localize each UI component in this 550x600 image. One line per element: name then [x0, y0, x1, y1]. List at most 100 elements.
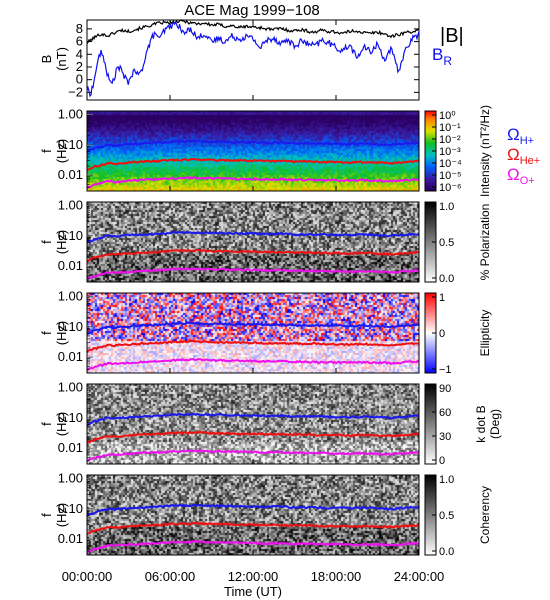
ellipticity-panel: 1.00 0.10 0.01 f (Hz) 1 0 −1 Ellipticity — [39, 288, 492, 376]
omega-he-line — [86, 248, 420, 263]
omega-legend: ΩH+ ΩHe+ ΩO+ — [507, 125, 540, 187]
coherency-ylabel-line2: (Hz) — [54, 503, 69, 528]
colorbar-tick-label: 10⁻³ — [439, 146, 461, 158]
intensity-ylabel-line2: (Hz) — [54, 139, 69, 164]
time-axis: 00:00:00 06:00:00 12:00:00 18:00:00 24:0… — [62, 569, 445, 599]
legend-omega-o: ΩO+ — [507, 165, 535, 187]
colorbar-tick-label: 1.0 — [439, 474, 454, 486]
omega-h-line — [86, 503, 420, 517]
omega-h-line — [86, 230, 420, 244]
y-tick-label: 8 — [76, 21, 83, 36]
coherency-panel: 1.00 0.10 0.01 f (Hz) 1.0 0.5 0.0 Coherency — [39, 470, 492, 558]
colorbar-tick-label: 10⁻⁶ — [439, 182, 462, 194]
omega-o-line — [86, 539, 420, 554]
k-dot-b-colorbar-label-line1: k dot B — [474, 405, 488, 442]
colorbar-tick-label: 10⁻⁴ — [439, 158, 462, 170]
intensity-panel: 1.00 0.10 0.01 f (Hz) 10⁰10⁻¹10⁻²10⁻³10⁻⁴10⁻⁵… — [39, 105, 492, 197]
omega-he-line — [86, 339, 420, 353]
omega-o-line — [86, 176, 420, 190]
colorbar-tick-label: 10⁻¹ — [439, 122, 461, 134]
colorbar-tick-label: 0.5 — [439, 510, 454, 522]
omega-h-line — [86, 321, 420, 335]
polarization-panel: 1.00 0.10 0.01 f (Hz) 1.0 0.5 0.0 % Polarization — [39, 197, 492, 285]
k-dot-b-ylabel-line2: (Hz) — [54, 412, 69, 437]
spectrogram-panels: 1.000.100.01f (Hz)10⁰10⁻¹10⁻²10⁻³10⁻⁴10⁻⁵… — [39, 105, 502, 558]
legend-b-total: |B| — [440, 25, 464, 47]
k-dot-b-colorbar-label-line2: (Deg) — [488, 409, 502, 439]
colorbar-tick-label: −1 — [439, 364, 452, 376]
colorbar-tick-label: 10⁻² — [439, 134, 461, 146]
x-tick-label: 18:00:00 — [311, 569, 362, 584]
legend-omega-he: ΩHe+ — [507, 145, 540, 167]
intensity-spectrogram — [87, 111, 419, 191]
y-tick-label: 0.10 — [58, 319, 83, 334]
k-dot-b-ylabel-line1: f — [39, 422, 54, 426]
ellipticity-colorbar-label: Ellipticity — [478, 310, 492, 357]
colorbar-tick-label: 1 — [439, 292, 445, 304]
x-tick-label: 06:00:00 — [145, 569, 196, 584]
coherency-ylabel-line1: f — [39, 513, 54, 517]
x-tick-label: 00:00:00 — [62, 569, 113, 584]
magnetic-field-ylabel-line1: B — [39, 55, 54, 64]
coherency-colorbar-label: Coherency — [478, 486, 492, 544]
intensity-ylabel-line1: f — [39, 149, 54, 153]
colorbar-tick-label: 0 — [439, 328, 445, 340]
colorbar-tick-label: 1.0 — [439, 201, 454, 213]
omega-h-line — [86, 412, 420, 426]
x-tick-label: 24:00:00 — [394, 569, 445, 584]
y-tick-label: 0.01 — [58, 349, 83, 364]
colorbar-tick-label: 60 — [439, 407, 451, 419]
omega-he-line — [86, 157, 420, 172]
omega-he-line — [86, 430, 420, 444]
magnetic-field-ylabel-line2: (nT) — [54, 47, 69, 71]
polarization-ylabel-line2: (Hz) — [54, 230, 69, 255]
y-tick-label: 6 — [76, 34, 83, 49]
y-tick-label: 1.00 — [58, 197, 83, 212]
k-dot-b-panel: 1.00 0.10 0.01 f (Hz) 90 60 30 0 k dot B (Deg) — [39, 379, 502, 467]
y-tick-label: 0.10 — [58, 137, 83, 152]
k-dot-b-spectrogram — [87, 384, 419, 464]
y-tick-label: 1.00 — [58, 379, 83, 394]
coherency-y-ticks — [87, 477, 93, 556]
legend-b-radial: BR — [432, 45, 452, 68]
ellipticity-ylabel-line1: f — [39, 331, 54, 335]
y-tick-label: 0.01 — [58, 440, 83, 455]
ellipticity-ylabel-line2: (Hz) — [54, 321, 69, 346]
polarization-colorbar-label: % Polarization — [478, 204, 492, 281]
y-tick-label: 0.01 — [58, 531, 83, 546]
omega-h-line — [86, 139, 420, 153]
coherency-spectrogram — [87, 475, 419, 555]
colorbar-tick-label: 0.0 — [439, 546, 454, 558]
legend-omega-h: ΩH+ — [507, 125, 534, 147]
omega-o-line — [86, 358, 420, 372]
colorbar-tick-label: 0.5 — [439, 237, 454, 249]
y-tick-label: 1.00 — [58, 288, 83, 303]
series-b-radial-line — [86, 20, 420, 98]
colorbar-tick-label: 0 — [439, 455, 445, 467]
y-tick-label: 1.00 — [58, 106, 83, 121]
series-b-total-line — [86, 19, 420, 44]
x-axis-label: Time (UT) — [224, 584, 282, 599]
figure-title: ACE Mag 1999−108 — [184, 2, 320, 19]
colorbar-tick-label: 10⁰ — [439, 110, 456, 122]
colorbar-tick-label: 0.0 — [439, 273, 454, 285]
k-dot-b-colorbar — [424, 383, 437, 465]
colorbar-tick-label: 30 — [439, 431, 451, 443]
y-tick-label: 2 — [76, 59, 83, 74]
y-tick-label: −2 — [68, 84, 83, 99]
polarization-spectrogram — [87, 202, 419, 282]
y-tick-label: 0.10 — [58, 228, 83, 243]
y-tick-label: 4 — [76, 46, 83, 61]
k-dot-b-y-ticks — [87, 386, 93, 465]
magnetic-field-plot-frame — [86, 19, 420, 101]
y-tick-label: 0.10 — [58, 410, 83, 425]
polarization-ylabel-line1: f — [39, 240, 54, 244]
x-tick-label: 12:00:00 — [228, 569, 279, 584]
intensity-colorbar-label: Intensity (nT²/Hz) — [478, 105, 492, 197]
omega-o-line — [86, 449, 420, 463]
y-tick-label: 0.01 — [58, 258, 83, 273]
colorbar-tick-label: 90 — [439, 383, 451, 395]
y-tick-label: 0.10 — [58, 501, 83, 516]
